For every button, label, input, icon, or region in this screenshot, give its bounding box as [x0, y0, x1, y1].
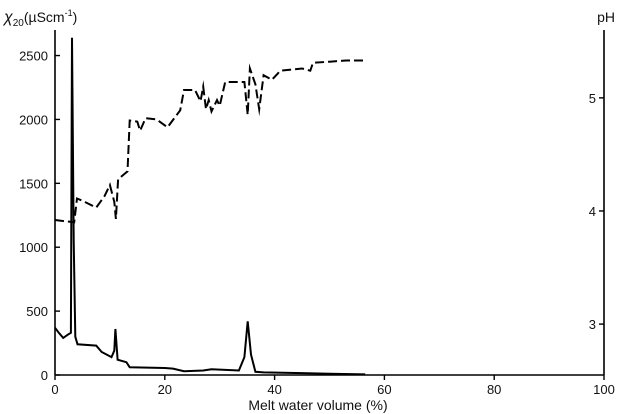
y-tick-label: 1000: [19, 240, 48, 255]
y-axis-title-close: ): [73, 9, 78, 25]
x-tick-label: 0: [51, 382, 58, 397]
x-tick-label: 20: [158, 382, 172, 397]
y-axis-title-superscript: -1: [65, 8, 73, 18]
x-axis-title: Melt water volume (%): [248, 397, 387, 413]
y2-axis-title: pH: [597, 9, 615, 25]
series-layer: [54, 37, 366, 376]
y-axis-title-symbol: χ: [2, 9, 13, 26]
x-tick-label: 60: [377, 382, 391, 397]
conductivity-series-line: [54, 37, 366, 376]
ph-series-line: [54, 59, 366, 224]
y2-tick-label: 3: [589, 317, 596, 332]
y2-tick-label: 4: [589, 204, 596, 219]
x-tick-label: 80: [487, 382, 501, 397]
y-tick-label: 2500: [19, 49, 48, 64]
plot-frame: [54, 30, 605, 376]
y-tick-label: 2000: [19, 112, 48, 127]
y-tick-label: 1500: [19, 176, 48, 191]
x-tick-label: 40: [267, 382, 281, 397]
y-tick-label: 500: [26, 304, 48, 319]
x-tick-label: 100: [593, 382, 615, 397]
y-axis-title-unit: (µScm: [24, 9, 65, 25]
y2-tick-label: 5: [589, 91, 596, 106]
y-axis-title-subscript: 20: [13, 18, 25, 29]
x-axis-ticks: 0 20 40 60 80 100: [51, 375, 615, 397]
y-axis-title: χ20(µScm-1): [2, 8, 77, 29]
y-axis-ticks: 0 500 1000 1500 2000 2500: [19, 49, 60, 383]
y-tick-label: 0: [41, 368, 48, 383]
y2-axis-ticks: 3 4 5: [589, 91, 604, 332]
